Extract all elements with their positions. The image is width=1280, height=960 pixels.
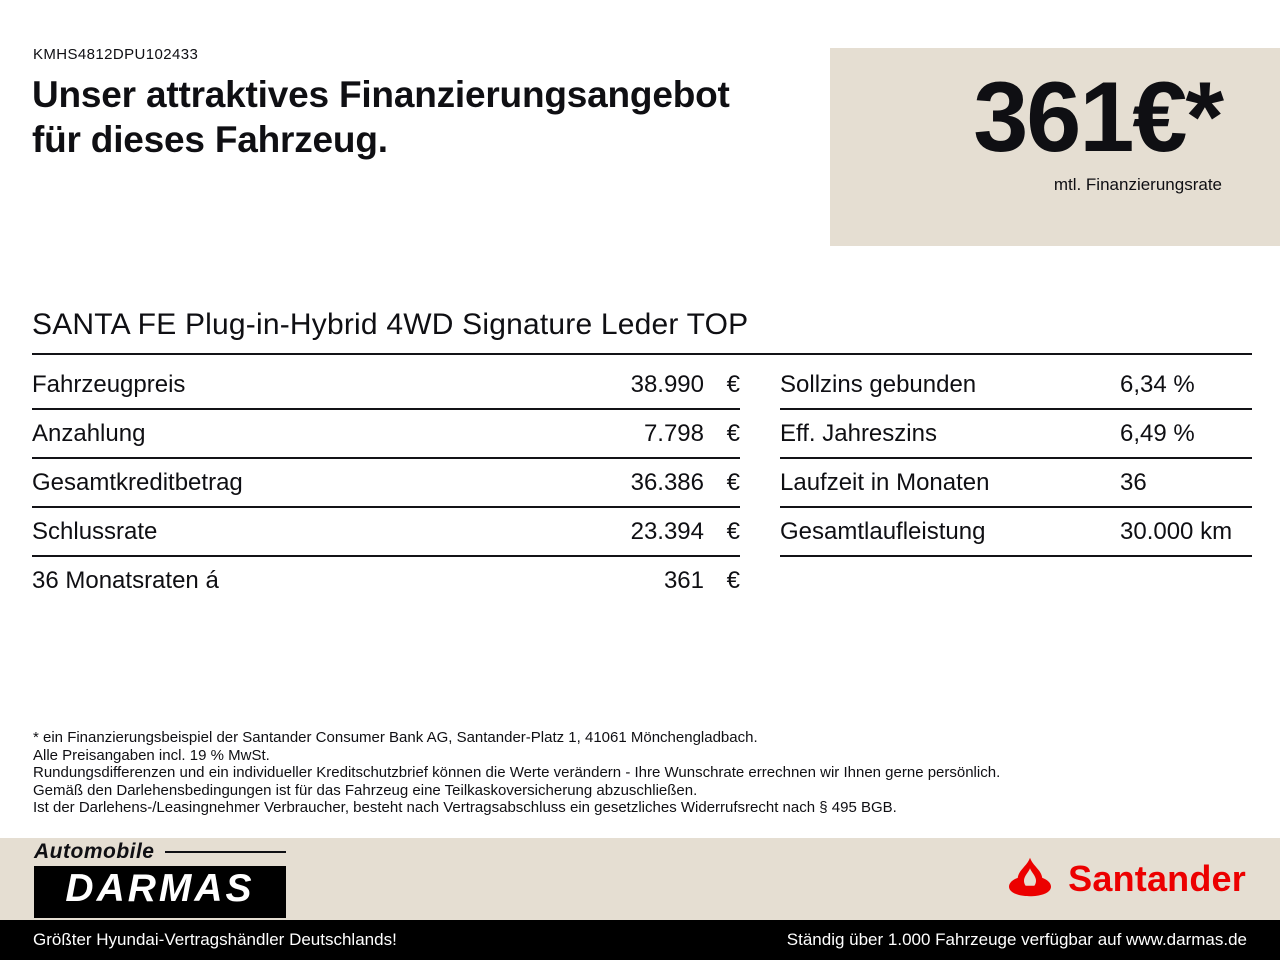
bottom-bar-left-text: Größter Hyundai-Vertragshändler Deutschl…	[33, 930, 397, 949]
finance-unit: €	[726, 567, 740, 594]
finance-row-sollzins: Sollzins gebunden 6,34 %	[780, 361, 1252, 410]
finance-unit: €	[726, 518, 740, 545]
monthly-rate-value: 361€*	[973, 61, 1224, 172]
finance-label: Laufzeit in Monaten	[780, 469, 990, 496]
finance-value: 30.000 km	[1120, 518, 1233, 545]
dealer-logo: Automobile DARMAS	[34, 840, 286, 918]
dealer-logo-rule	[164, 851, 286, 853]
finance-label: Gesamtkreditbetrag	[32, 469, 243, 496]
offer-headline-line2: für dieses Fahrzeug.	[32, 119, 388, 161]
dealer-logo-wordmark: DARMAS	[34, 866, 286, 918]
vehicle-title: SANTA FE Plug-in-Hybrid 4WD Signature Le…	[32, 308, 749, 341]
finance-row-gesamtkreditbetrag: Gesamtkreditbetrag 36.386 €	[32, 459, 740, 508]
finance-label: Fahrzeugpreis	[32, 371, 186, 398]
finance-value: 23.394	[630, 518, 704, 545]
disclaimer-line: Gemäß den Darlehensbedingungen ist für d…	[33, 781, 698, 799]
finance-unit: €	[726, 371, 740, 398]
finance-row-jahreszins: Eff. Jahreszins 6,49 %	[780, 410, 1252, 459]
santander-wordmark: Santander	[1068, 858, 1246, 899]
finance-unit: €	[726, 469, 740, 496]
finance-value: 6,34 %	[1120, 371, 1195, 398]
finance-row-monatsraten: 36 Monatsraten á 361 €	[32, 557, 740, 604]
vehicle-vin: KMHS4812DPU102433	[33, 46, 199, 63]
finance-table-right-column: Sollzins gebunden 6,34 % Eff. Jahreszins…	[780, 361, 1252, 604]
finance-value: 6,49 %	[1120, 420, 1195, 447]
finance-value: 38.990	[630, 371, 704, 398]
bottom-bar: Größter Hyundai-Vertragshändler Deutschl…	[0, 920, 1280, 960]
vehicle-title-block: SANTA FE Plug-in-Hybrid 4WD Signature Le…	[32, 308, 1252, 355]
offer-headline-line1: Unser attraktives Finanzierungsangebot	[32, 74, 730, 115]
finance-row-laufzeit: Laufzeit in Monaten 36	[780, 459, 1252, 508]
disclaimer-line: Alle Preisangaben incl. 19 % MwSt.	[33, 746, 270, 764]
disclaimer-line: * ein Finanzierungsbeispiel der Santande…	[33, 729, 758, 746]
finance-value: 36	[1120, 469, 1147, 496]
finance-label: Gesamtlaufleistung	[780, 518, 986, 545]
finance-value: 361	[663, 567, 704, 594]
dealer-logo-script-row: Automobile	[34, 840, 286, 864]
bottom-bar-right-text: Ständig über 1.000 Fahrzeuge verfügbar a…	[786, 930, 1247, 949]
monthly-rate-box: 361€* mtl. Finanzierungsrate	[830, 48, 1280, 246]
disclaimer-line: Rundungsdifferenzen und ein individuelle…	[33, 764, 1001, 782]
finance-row-fahrzeugpreis: Fahrzeugpreis 38.990 €	[32, 361, 740, 410]
finance-table: Fahrzeugpreis 38.990 € Anzahlung 7.798 €…	[32, 361, 1252, 604]
finance-unit: €	[726, 420, 740, 447]
dealer-logo-script: Automobile	[34, 840, 155, 863]
disclaimer-line: Ist der Darlehens-/Leasingnehmer Verbrau…	[33, 799, 897, 817]
santander-logo: Santander	[1002, 856, 1246, 903]
finance-row-gesamtlaufleistung: Gesamtlaufleistung 30.000 km	[780, 508, 1252, 557]
finance-label: Eff. Jahreszins	[780, 420, 937, 447]
finance-label: Anzahlung	[32, 420, 146, 447]
finance-label: 36 Monatsraten á	[32, 567, 219, 594]
monthly-rate-label: mtl. Finanzierungsrate	[1053, 174, 1222, 194]
offer-headline: Unser attraktives Finanzierungsangebot f…	[32, 72, 730, 162]
finance-row-anzahlung: Anzahlung 7.798 €	[32, 410, 740, 459]
santander-flame-icon	[1002, 856, 1058, 903]
finance-column-spacer	[740, 361, 780, 604]
finance-value: 36.386	[630, 469, 704, 496]
finance-value: 7.798	[643, 420, 704, 447]
finance-table-left-column: Fahrzeugpreis 38.990 € Anzahlung 7.798 €…	[32, 361, 740, 604]
footer-logo-band: Automobile DARMAS Santander	[0, 838, 1280, 920]
disclaimer-block: * ein Finanzierungsbeispiel der Santande…	[33, 729, 1000, 817]
finance-row-schlussrate: Schlussrate 23.394 €	[32, 508, 740, 557]
finance-label: Schlussrate	[32, 518, 158, 545]
finance-label: Sollzins gebunden	[780, 371, 977, 398]
